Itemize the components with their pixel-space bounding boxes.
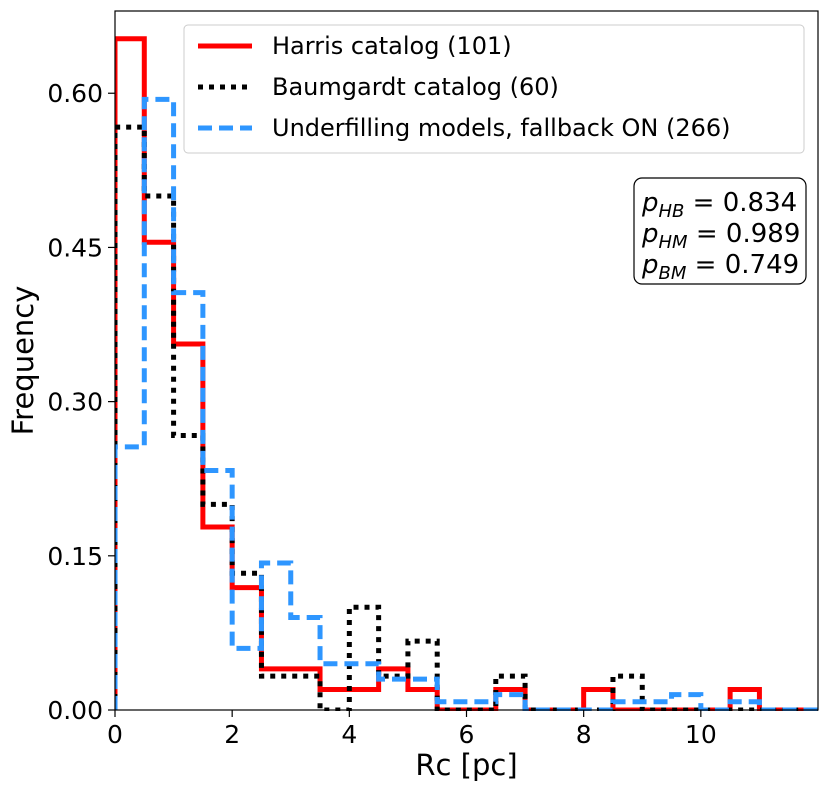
x-tick-label: 4 <box>341 720 357 749</box>
legend-frame <box>183 24 805 154</box>
p-value-frame <box>633 177 807 285</box>
x-tick-label: 2 <box>224 720 240 749</box>
y-tick-label: 0.30 <box>47 388 103 417</box>
series-underfilling-models-fallback-on-266 <box>115 96 818 711</box>
y-axis-title: Frequency <box>6 286 40 436</box>
x-tick-label: 10 <box>685 720 717 749</box>
series-baumgardt-catalog-60 <box>115 124 818 711</box>
p-value-hb: pHB = 0.834 <box>641 188 797 222</box>
legend: Harris catalog (101) Baumgardt catalog (… <box>183 24 805 154</box>
x-tick-label: 6 <box>459 720 475 749</box>
legend-label-underfilling: Underfilling models, fallback ON (266) <box>272 114 731 142</box>
x-axis-title: Rc [pc] <box>415 748 517 782</box>
y-tick-label: 0.45 <box>47 233 103 262</box>
p-value-box: pHB = 0.834 pHM = 0.989 pBM = 0.749 <box>633 177 807 285</box>
legend-label-baumgardt: Baumgardt catalog (60) <box>272 73 559 101</box>
x-tick-label: 0 <box>107 720 123 749</box>
p-value-hm: pHM = 0.989 <box>641 219 800 253</box>
ticks-layer: 0 2 4 6 8 10 0.00 0.15 0.30 0.45 0.60 <box>47 79 716 749</box>
y-tick-label: 0.15 <box>47 542 103 571</box>
x-tick-label: 8 <box>576 720 592 749</box>
p-value-bm: pBM = 0.749 <box>641 250 799 284</box>
y-tick-label: 0.00 <box>47 696 103 725</box>
legend-label-harris: Harris catalog (101) <box>272 32 512 60</box>
y-tick-label: 0.60 <box>47 79 103 108</box>
